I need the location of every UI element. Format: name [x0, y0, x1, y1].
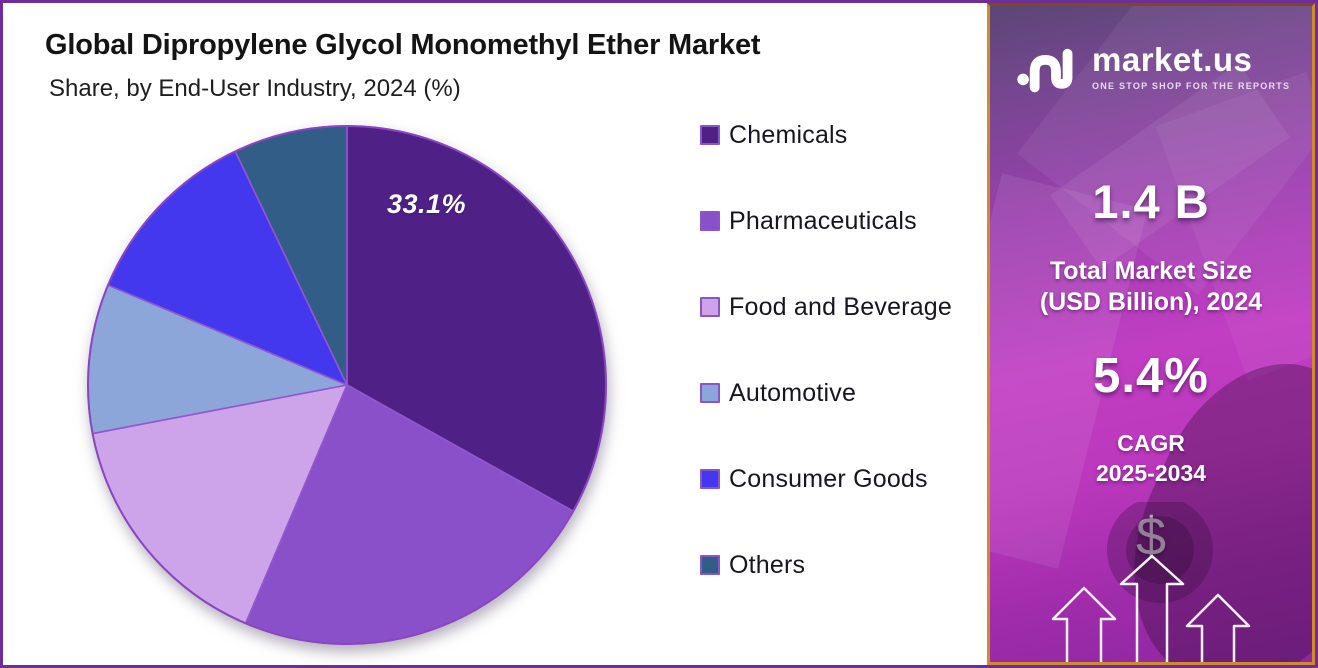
legend-swatch — [700, 555, 720, 575]
legend-label: Pharmaceuticals — [729, 207, 917, 235]
legend-item-consumer-goods: Consumer Goods — [700, 465, 987, 493]
legend-label: Automotive — [729, 379, 857, 407]
legend-item-automotive: Automotive — [700, 379, 987, 407]
legend-swatch — [700, 211, 720, 231]
page-title: Global Dipropylene Glycol Monomethyl Eth… — [45, 29, 761, 61]
legend-label: Food and Beverage — [729, 293, 953, 321]
pie-slices — [87, 125, 607, 645]
legend-label: Consumer Goods — [729, 465, 928, 493]
total-market-size-value: 1.4 B — [1092, 175, 1210, 228]
legend-swatch — [700, 469, 720, 489]
pie-rim — [87, 125, 607, 645]
cagr-label: CAGR 2025-2034 — [990, 429, 1312, 489]
total-market-size-label-line1: Total Market Size — [1049, 257, 1253, 285]
legend-swatch — [700, 383, 720, 403]
total-market-size-label-line2: (USD Billion), 2024 — [1039, 287, 1263, 316]
legend-item-pharmaceuticals: Pharmaceuticals — [700, 207, 987, 235]
sidebar-decor-streak — [1049, 63, 1291, 269]
pie-chart — [87, 125, 607, 645]
legend-label: Chemicals — [729, 121, 848, 149]
brand-name: market.us — [1092, 41, 1253, 78]
cagr-label-line1: CAGR — [1117, 430, 1185, 456]
legend-label: Others — [729, 551, 806, 579]
legend-swatch — [700, 125, 720, 145]
legend-item-food-and-beverage: Food and Beverage — [700, 293, 987, 321]
pie-share-label: 33.1% — [387, 189, 467, 219]
brand-tagline: ONE STOP SHOP FOR THE REPORTS — [1092, 81, 1291, 91]
legend-item-chemicals: Chemicals — [700, 121, 987, 149]
legend-swatch — [700, 297, 720, 317]
growth-arrows-icon — [1051, 502, 1251, 662]
brand-sidebar: market.us ONE STOP SHOP FOR THE REPORTS … — [987, 3, 1315, 665]
cagr-label-line2: 2025-2034 — [1096, 459, 1206, 486]
total-market-size-label: Total Market Size (USD Billion), 2024 — [990, 256, 1312, 317]
chart-legend: Chemicals Pharmaceuticals Food and Beverag… — [700, 121, 987, 640]
page-subtitle: Share, by End-User Industry, 2024 (%) — [49, 75, 461, 102]
cagr-value: 5.4% — [1093, 349, 1209, 403]
legend-item-others: Others — [700, 551, 987, 579]
chart-panel: Global Dipropylene Glycol Monomethyl Eth… — [3, 3, 987, 665]
brand-text-block: market.us ONE STOP SHOP FOR THE REPORTS — [1092, 43, 1290, 91]
brand-logo-icon — [1017, 48, 1073, 93]
brand-logo: market.us ONE STOP SHOP FOR THE REPORTS — [1016, 40, 1290, 94]
